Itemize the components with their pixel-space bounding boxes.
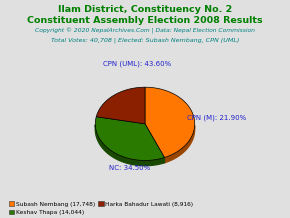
Text: Copyright © 2020 NepalArchives.Com | Data: Nepal Election Commission: Copyright © 2020 NepalArchives.Com | Dat… [35,28,255,34]
Polygon shape [95,125,164,166]
Legend: Subash Nembang (17,748), Keshav Thapa (14,044), Harka Bahadur Lawati (8,916): Subash Nembang (17,748), Keshav Thapa (1… [9,201,194,215]
Text: Total Votes: 40,708 | Elected: Subash Nembang, CPN (UML): Total Votes: 40,708 | Elected: Subash Ne… [51,37,239,43]
Text: CPN (M): 21.90%: CPN (M): 21.90% [187,114,246,121]
Text: Constituent Assembly Election 2008 Results: Constituent Assembly Election 2008 Resul… [27,16,263,25]
Ellipse shape [95,92,195,166]
Polygon shape [96,87,145,124]
Polygon shape [95,117,164,160]
Text: Ilam District, Constituency No. 2: Ilam District, Constituency No. 2 [58,5,232,14]
Polygon shape [164,126,195,163]
Polygon shape [145,87,195,158]
Text: CPN (UML): 43.60%: CPN (UML): 43.60% [103,60,171,67]
Text: NC: 34.50%: NC: 34.50% [109,165,150,171]
